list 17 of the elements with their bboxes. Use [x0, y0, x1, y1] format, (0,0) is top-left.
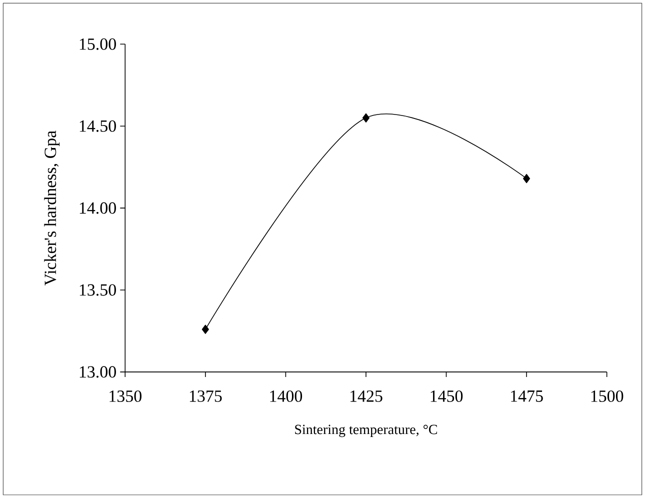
- y-tick-label: 13.50: [80, 284, 116, 296]
- y-tick-label: 14.50: [80, 120, 116, 132]
- y-axis-title: Vicker's hardness, Gpa: [44, 130, 60, 286]
- x-tick-label: 1500: [591, 390, 624, 402]
- x-axis-title: Sintering temperature, °C: [295, 424, 437, 438]
- x-tick-label: 1400: [270, 390, 302, 402]
- y-tick-label: 13.00: [80, 366, 116, 378]
- x-tick-label: 1475: [511, 390, 543, 402]
- x-tick-label: 1350: [110, 390, 142, 402]
- point: [202, 324, 209, 334]
- point: [362, 113, 370, 122]
- x-tick-label: 1450: [430, 390, 463, 402]
- x-tick-label: 1375: [190, 390, 222, 402]
- y-tick-label: 14.00: [80, 202, 116, 214]
- x-tick-label: 1425: [350, 390, 382, 402]
- point: [523, 174, 530, 184]
- y-tick-label: 15.00: [80, 38, 116, 50]
